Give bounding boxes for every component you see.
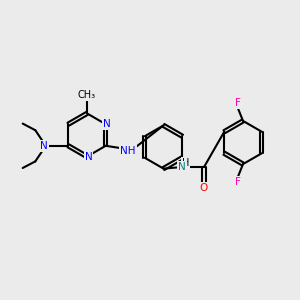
Text: CH₃: CH₃ bbox=[78, 90, 96, 100]
Text: N: N bbox=[178, 162, 186, 172]
Text: H: H bbox=[182, 158, 189, 168]
Text: F: F bbox=[235, 177, 241, 187]
Text: NH: NH bbox=[121, 146, 136, 156]
Text: N: N bbox=[85, 152, 92, 162]
Text: F: F bbox=[235, 98, 241, 108]
Text: N: N bbox=[103, 119, 111, 129]
Text: N: N bbox=[40, 141, 48, 151]
Text: O: O bbox=[200, 183, 208, 193]
